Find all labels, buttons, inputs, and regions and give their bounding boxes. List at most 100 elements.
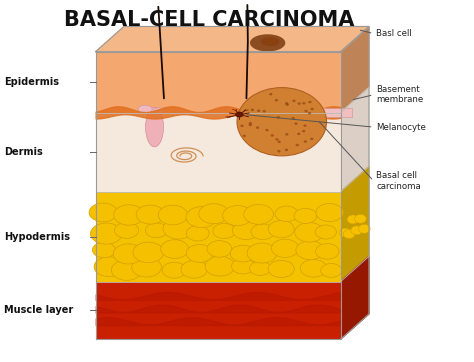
Ellipse shape [244,205,273,224]
Text: Basl cell: Basl cell [376,29,412,38]
Ellipse shape [303,125,307,127]
Text: Epidermis: Epidermis [4,77,59,87]
Ellipse shape [285,149,288,151]
Ellipse shape [249,122,252,125]
Ellipse shape [146,108,164,147]
Ellipse shape [163,218,194,239]
Ellipse shape [186,207,217,228]
Ellipse shape [275,138,279,140]
Ellipse shape [186,226,209,241]
Text: BASAL-CELL CARCINOMA: BASAL-CELL CARCINOMA [64,10,354,30]
Ellipse shape [158,205,188,225]
Ellipse shape [296,144,299,146]
Text: Basal cell
carcinoma: Basal cell carcinoma [376,171,421,191]
Ellipse shape [285,102,288,105]
Ellipse shape [269,93,273,96]
Ellipse shape [243,135,246,137]
Ellipse shape [261,37,279,46]
Ellipse shape [355,214,366,223]
Ellipse shape [277,116,280,118]
Ellipse shape [181,261,208,278]
Ellipse shape [247,243,277,263]
Ellipse shape [308,101,311,103]
Ellipse shape [297,132,301,135]
Ellipse shape [186,244,213,262]
Text: Basement
membrane: Basement membrane [376,85,423,105]
Ellipse shape [250,261,271,275]
Ellipse shape [277,150,281,152]
Ellipse shape [298,102,301,105]
FancyBboxPatch shape [301,109,352,117]
Polygon shape [341,167,369,282]
Ellipse shape [263,110,266,113]
Ellipse shape [223,206,253,226]
Ellipse shape [339,228,351,237]
Ellipse shape [251,224,274,240]
Ellipse shape [315,225,337,239]
Ellipse shape [271,134,274,137]
Ellipse shape [111,260,142,280]
Polygon shape [341,26,369,113]
Ellipse shape [89,203,117,222]
Ellipse shape [161,240,189,258]
Ellipse shape [251,109,254,111]
Ellipse shape [154,108,165,114]
Ellipse shape [265,129,269,131]
Ellipse shape [113,244,143,264]
Ellipse shape [302,102,306,105]
Ellipse shape [275,206,298,222]
Ellipse shape [304,140,307,143]
Ellipse shape [205,256,235,276]
Ellipse shape [138,105,152,113]
Ellipse shape [292,100,296,102]
Ellipse shape [230,245,255,262]
Ellipse shape [207,241,232,257]
Ellipse shape [91,223,122,244]
Polygon shape [96,192,341,282]
Polygon shape [341,256,369,339]
Polygon shape [96,282,341,339]
Ellipse shape [275,99,278,101]
Text: Melanocyte: Melanocyte [376,123,426,132]
Ellipse shape [343,230,355,239]
Ellipse shape [146,223,167,238]
Ellipse shape [250,34,285,51]
Ellipse shape [358,224,370,233]
Ellipse shape [114,205,144,225]
Ellipse shape [231,258,255,274]
Ellipse shape [302,130,305,132]
Ellipse shape [240,125,244,127]
Ellipse shape [292,117,295,119]
Ellipse shape [316,203,343,222]
Ellipse shape [213,223,236,239]
Text: Hypodermis: Hypodermis [4,232,70,242]
Ellipse shape [294,208,317,223]
Ellipse shape [232,222,260,240]
Ellipse shape [295,223,324,242]
Ellipse shape [321,264,342,277]
Ellipse shape [92,242,116,258]
Ellipse shape [347,215,359,224]
Ellipse shape [162,262,186,278]
Ellipse shape [351,226,363,235]
Ellipse shape [272,239,299,257]
Polygon shape [96,113,341,192]
Ellipse shape [132,257,162,277]
Ellipse shape [285,133,289,136]
Ellipse shape [199,204,228,224]
Ellipse shape [294,122,298,125]
Ellipse shape [286,103,289,106]
Ellipse shape [316,244,339,259]
Ellipse shape [304,110,308,112]
Ellipse shape [248,124,252,126]
Ellipse shape [278,140,281,143]
Ellipse shape [115,222,138,238]
Ellipse shape [257,109,260,112]
Ellipse shape [310,108,314,110]
Polygon shape [341,88,369,192]
Ellipse shape [268,260,294,278]
Ellipse shape [301,260,327,277]
Polygon shape [96,52,341,113]
Ellipse shape [310,138,313,140]
Ellipse shape [237,88,327,156]
